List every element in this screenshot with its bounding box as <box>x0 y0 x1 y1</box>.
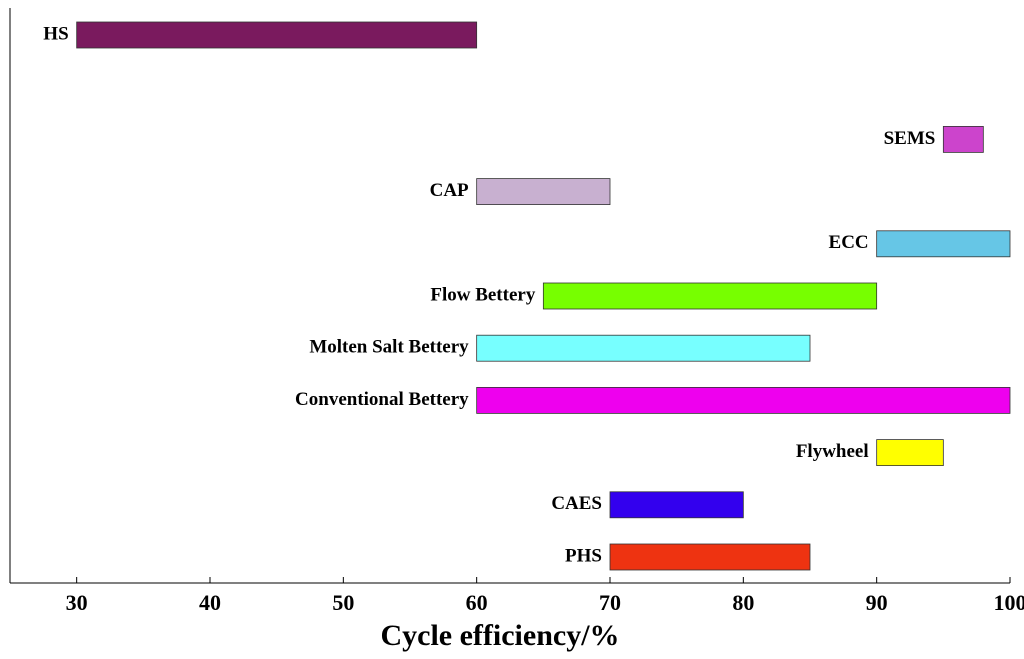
bar <box>876 439 944 467</box>
bar <box>476 334 811 362</box>
x-tick-label: 80 <box>732 590 754 615</box>
bar <box>476 178 611 206</box>
bar <box>876 230 1011 258</box>
bar <box>609 491 744 519</box>
bar <box>609 543 811 571</box>
category-label: Molten Salt Bettery <box>309 337 469 358</box>
bar <box>542 282 878 310</box>
category-label: ECC <box>829 232 869 253</box>
x-tick-label: 100 <box>994 590 1024 615</box>
bar <box>476 386 1011 414</box>
x-tick-label: 70 <box>599 590 621 615</box>
category-label: Flywheel <box>796 441 869 462</box>
x-tick-label: 60 <box>466 590 488 615</box>
bar <box>76 21 478 49</box>
category-label: Flow Bettery <box>430 284 535 305</box>
category-label: PHS <box>565 545 602 566</box>
category-label: CAES <box>551 493 602 514</box>
category-label: CAP <box>430 180 469 201</box>
x-tick-label: 30 <box>66 590 88 615</box>
category-label: SEMS <box>884 128 936 149</box>
x-tick-label: 50 <box>332 590 354 615</box>
category-label: Conventional Bettery <box>295 389 469 410</box>
x-tick-label: 90 <box>866 590 888 615</box>
x-tick-label: 40 <box>199 590 221 615</box>
category-label: HS <box>43 23 68 44</box>
x-axis-label: Cycle efficiency/% <box>380 619 619 652</box>
bar <box>942 126 984 153</box>
